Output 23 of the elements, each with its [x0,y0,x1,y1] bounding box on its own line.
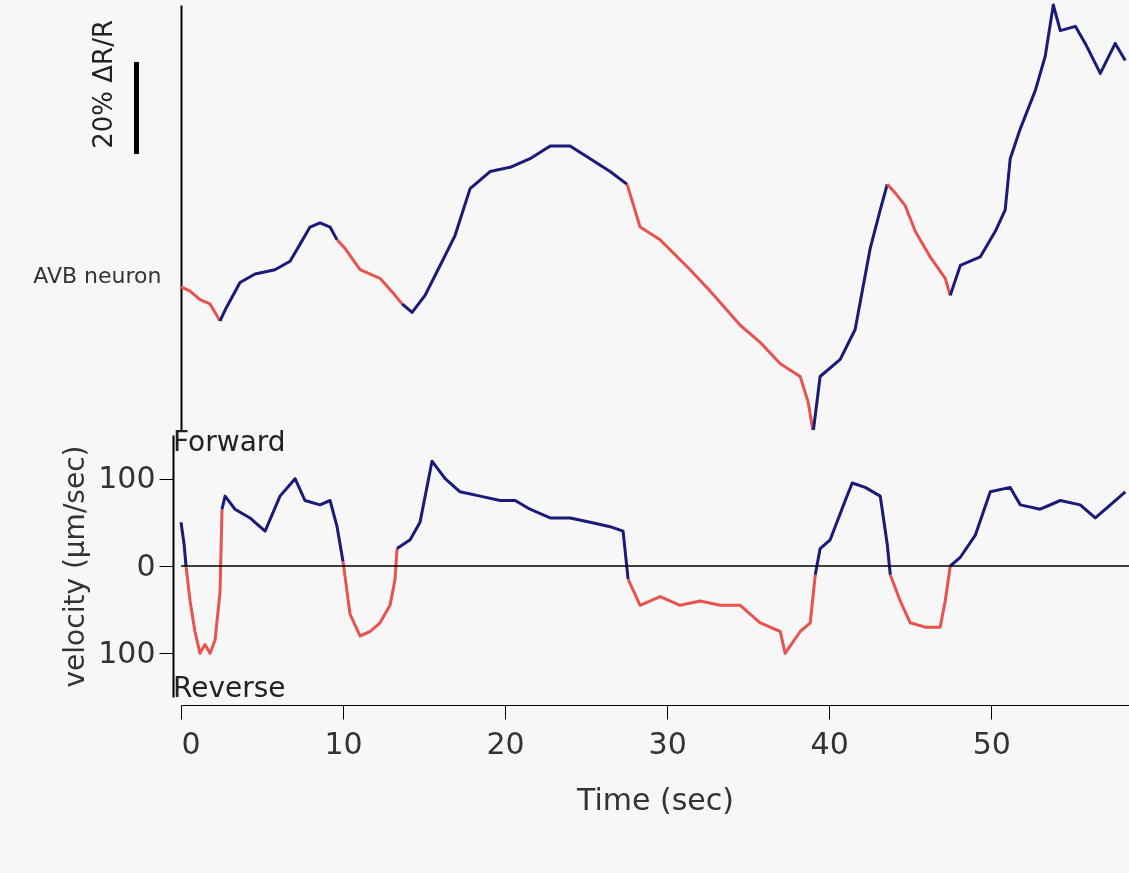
y-tick-label: 0 [136,547,156,583]
annotation: Reverse [173,671,286,704]
line-series [813,481,892,577]
line-series [948,485,1127,568]
line-series [341,547,399,638]
y-axis-title: AVB neuron [33,262,162,288]
y-tick-label: 100 [98,634,156,670]
x-tick-label: 50 [972,725,1011,761]
line-series [184,507,224,655]
x-tick-label: 10 [324,725,363,761]
line-series [220,477,345,564]
annotation: Forward [173,425,286,458]
line-series [626,573,817,655]
text: 20% ΔR/R [88,20,118,149]
x-axis-title: Time (sec) [576,781,734,817]
x-tick-label: 20 [486,725,525,761]
x-tick-label: 0 [181,725,201,761]
line-series [888,564,952,629]
y-tick-label: 100 [98,460,156,496]
line-series [395,459,630,581]
x-tick-label: 30 [648,725,687,761]
y-axis-title: velocity (µm/sec) [58,445,92,688]
x-tick-label: 40 [810,725,849,761]
